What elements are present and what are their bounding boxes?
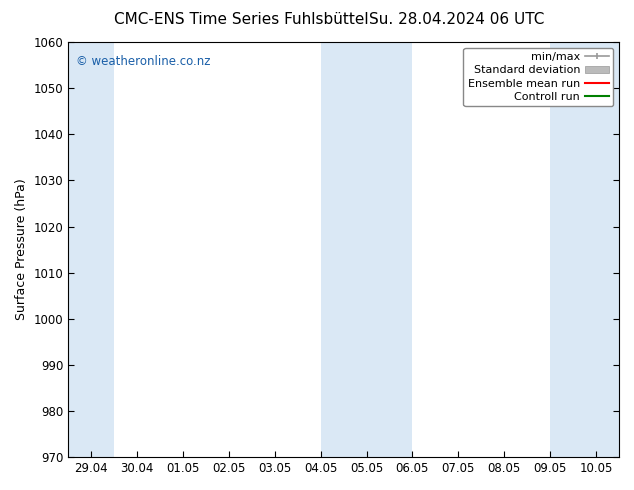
- Legend: min/max, Standard deviation, Ensemble mean run, Controll run: min/max, Standard deviation, Ensemble me…: [463, 48, 614, 106]
- Bar: [68, 42, 114, 457]
- Text: © weatheronline.co.nz: © weatheronline.co.nz: [77, 54, 211, 68]
- Text: Su. 28.04.2024 06 UTC: Su. 28.04.2024 06 UTC: [369, 12, 544, 27]
- Text: CMC-ENS Time Series Fuhlsbüttel: CMC-ENS Time Series Fuhlsbüttel: [113, 12, 368, 27]
- Bar: [321, 42, 413, 457]
- Bar: [550, 42, 619, 457]
- Y-axis label: Surface Pressure (hPa): Surface Pressure (hPa): [15, 179, 28, 320]
